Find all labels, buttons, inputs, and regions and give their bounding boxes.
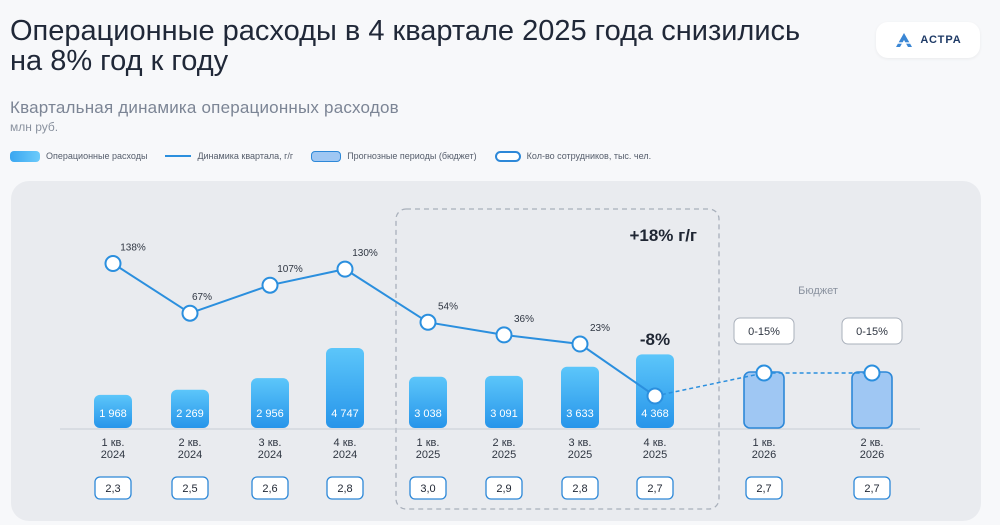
x-tick-label: 2 кв. 2024 [178,437,202,461]
forecast-range-label: 0-15% [856,326,888,338]
x-tick-label: 4 кв. 2024 [333,437,357,461]
opex-bar-label: 2 956 [256,408,284,420]
yoy-label: 36% [514,314,534,325]
opex-bar-label: 2 269 [176,408,204,420]
budget-label: Бюджет [798,285,838,297]
x-tick-label: 2 кв. 2026 [860,437,884,461]
forecast-connector-line [654,372,872,397]
x-tick-label: 1 кв. 2025 [416,437,440,461]
opex-bar [485,375,523,428]
headcount-label: 2,5 [182,483,197,495]
headcount-label: 2,6 [262,483,277,495]
legend-swatch-line [165,155,192,157]
headcount-pill [251,476,289,500]
logo-text: АСТРА [920,34,962,46]
headcount-label: 2,7 [647,483,662,495]
headcount-pill [485,476,523,500]
x-tick-label: 1 кв. 2024 [101,437,125,461]
chart-subtitle: Квартальная динамика операционных расход… [10,98,399,117]
legend-swatch-forecast [311,150,342,162]
yoy-point [646,387,664,405]
opex-bar-label: 4 368 [641,408,669,420]
opex-bar-label: 1 968 [99,408,127,420]
forecast-point [755,364,773,382]
headcount-pill [636,476,674,500]
legend-item-opex: Операционные расходы [10,150,148,162]
units-label: млн руб. [10,120,59,134]
yoy-label: 23% [590,323,610,334]
astra-logo-icon [896,33,913,47]
yoy-label: 54% [438,301,458,312]
legend-label-growth: Динамика квартала, г/г [197,151,294,161]
yoy-point [181,304,199,322]
yoy-point [261,276,279,294]
headcount-label: 2,9 [496,483,511,495]
forecast-range-box [733,317,795,345]
highlight-label: +18% г/г [629,226,697,245]
x-tick-label: 1 кв. 2026 [752,437,776,461]
opex-bar [251,378,289,428]
legend-label-headcount: Кол-во сотрудников, тыс. чел. [526,151,652,161]
headcount-label: 3,0 [420,483,435,495]
opex-bar-label: 4 747 [331,408,359,420]
opex-bar [409,376,447,428]
opex-bar-label: 3 038 [414,408,442,420]
headcount-pill [853,476,891,500]
legend-item-growth: Динамика квартала, г/г [165,151,293,161]
headcount-label: 2,8 [572,483,587,495]
forecast-range-box [841,317,903,345]
legend-item-forecast: Прогнозные периоды (бюджет) [311,150,477,162]
headcount-label: 2,7 [756,483,771,495]
opex-bar [326,348,364,428]
yoy-label: 67% [192,292,212,303]
highlight-box-2025 [395,208,720,510]
yoy-label: -8% [640,330,670,349]
x-tick-label: 3 кв. 2024 [258,437,282,461]
yoy-point [104,255,122,272]
x-tick-label: 3 кв. 2025 [568,437,592,461]
legend-swatch-pill [494,150,521,162]
opex-bar-label: 3 091 [490,408,518,420]
yoy-point [419,313,437,331]
company-logo: АСТРА [876,22,980,58]
opex-bar-label: 3 633 [566,408,594,420]
yoy-point [495,326,513,344]
yoy-label: 107% [277,264,303,275]
opex-bar [94,394,132,428]
x-tick-label: 4 кв. 2025 [643,437,667,461]
yoy-growth-line [112,262,656,397]
headcount-label: 2,7 [864,483,879,495]
headcount-pill [561,476,599,500]
headcount-pill [409,476,447,500]
x-tick-label: 2 кв. 2025 [492,437,516,461]
headcount-pill [171,476,209,500]
page-title: Операционные расходы в 4 квартале 2025 г… [10,15,801,77]
forecast-point [863,364,881,382]
yoy-label: 138% [120,243,146,254]
headcount-label: 2,3 [105,483,120,495]
yoy-point [336,260,354,278]
legend-label-opex: Операционные расходы [46,151,148,161]
opex-bar [561,366,599,428]
yoy-point [571,335,589,353]
yoy-label: 130% [352,248,378,259]
legend-swatch-bar [10,150,40,162]
legend-label-forecast: Прогнозные периоды (бюджет) [347,151,477,161]
headcount-label: 2,8 [337,483,352,495]
forecast-range-label: 0-15% [748,326,780,338]
opex-bar [171,389,209,428]
chart-panel [11,181,981,521]
headcount-pill [94,476,132,500]
legend-item-headcount: Кол-во сотрудников, тыс. чел. [494,150,652,162]
headcount-pill [745,476,783,500]
headcount-pill [326,476,364,500]
chart-legend: Операционные расходы Динамика квартала, … [10,149,669,163]
